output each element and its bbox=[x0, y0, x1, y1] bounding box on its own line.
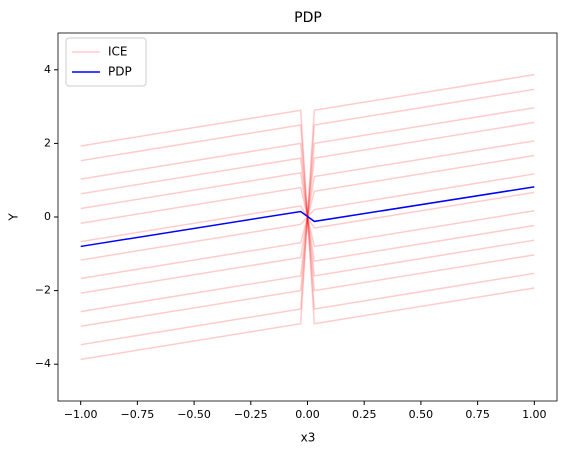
x-tick-label: 0.50 bbox=[409, 408, 434, 421]
y-tick-label: 0 bbox=[44, 210, 51, 223]
y-axis-label: Y bbox=[7, 213, 21, 222]
y-tick-label: 2 bbox=[44, 136, 51, 149]
legend-label: ICE bbox=[108, 45, 128, 59]
x-tick-label: −1.00 bbox=[64, 408, 98, 421]
x-tick-label: 0.25 bbox=[352, 408, 377, 421]
y-tick-label: −4 bbox=[35, 357, 51, 370]
chart-title: PDP bbox=[294, 10, 322, 26]
x-tick-label: −0.50 bbox=[177, 408, 211, 421]
x-tick-label: 1.00 bbox=[522, 408, 547, 421]
x-tick-label: 0.75 bbox=[465, 408, 490, 421]
x-tick-label: 0.00 bbox=[295, 408, 320, 421]
legend-box bbox=[65, 37, 147, 87]
legend-label: PDP bbox=[108, 65, 132, 79]
y-tick-label: 4 bbox=[44, 63, 51, 76]
x-tick-label: −0.25 bbox=[234, 408, 268, 421]
data-line bbox=[80, 186, 535, 248]
y-tick-label: −2 bbox=[35, 284, 51, 297]
x-axis-label: x3 bbox=[301, 431, 316, 445]
x-tick-label: −0.75 bbox=[121, 408, 155, 421]
